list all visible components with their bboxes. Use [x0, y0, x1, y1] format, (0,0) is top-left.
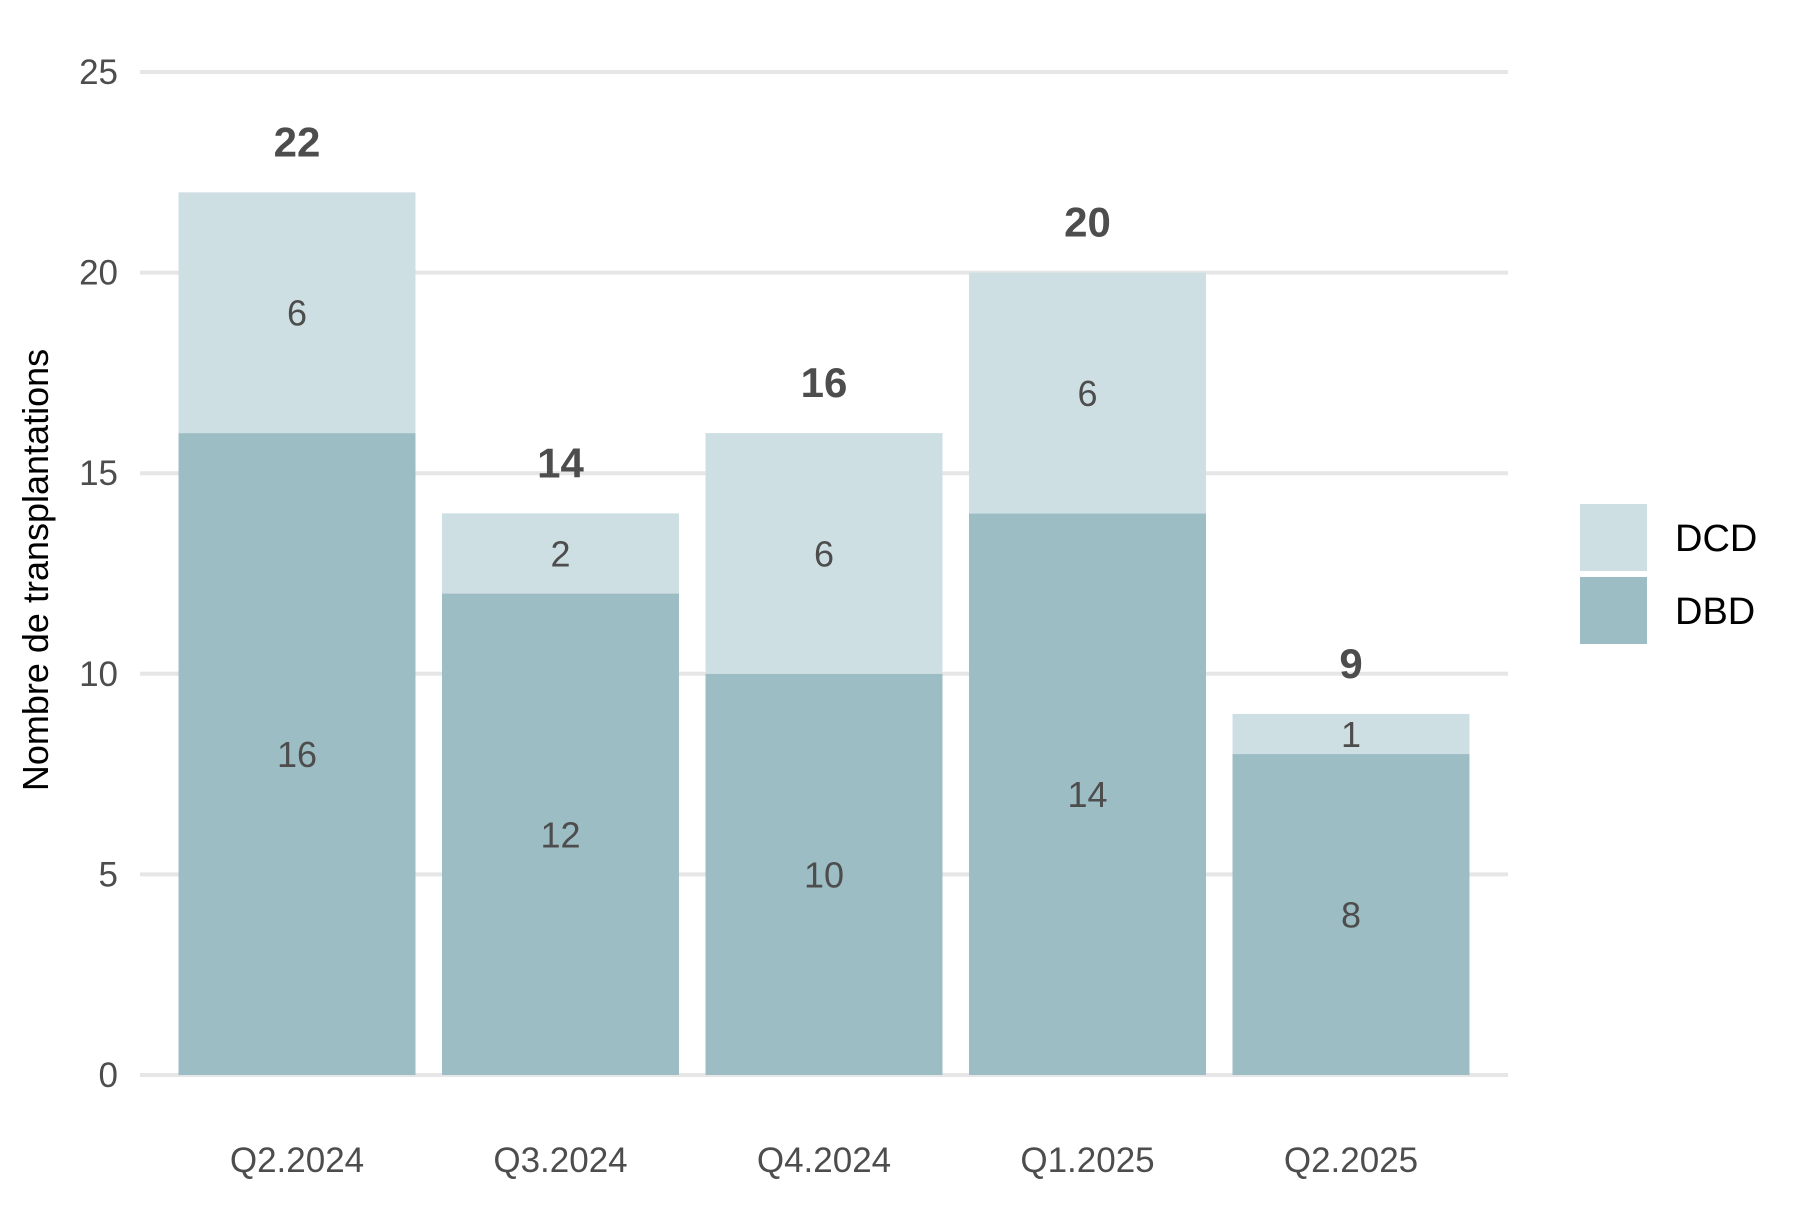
y-tick-label: 5 — [99, 855, 118, 894]
bar-dcd — [442, 513, 679, 594]
y-axis-title: Nombre de transplantations — [15, 349, 56, 791]
segment-label: 6 — [1077, 373, 1097, 414]
bar-dcd — [969, 272, 1206, 514]
legend-label-dbd: DBD — [1675, 591, 1755, 633]
bar-dbd — [969, 513, 1206, 1075]
total-label: 9 — [1339, 640, 1362, 687]
y-axis-ticks: 0 5 10 15 20 25 — [79, 53, 118, 1095]
x-axis-ticks: Q2.2024 Q3.2024 Q4.2024 Q1.2025 Q2.2025 — [230, 1141, 1418, 1180]
y-tick-label: 10 — [79, 655, 118, 694]
segment-label: 1 — [1341, 714, 1361, 755]
segment-label: 6 — [287, 293, 307, 334]
x-tick-label: Q1.2025 — [1020, 1141, 1154, 1180]
legend-swatch-dcd — [1580, 504, 1647, 571]
segment-labels: 16 6 12 2 10 6 14 6 8 1 — [277, 293, 1361, 936]
bar-dcd — [178, 192, 416, 434]
y-tick-label: 0 — [99, 1056, 118, 1095]
total-label: 14 — [537, 439, 584, 486]
total-label: 22 — [274, 118, 321, 165]
y-tick-label: 20 — [79, 254, 118, 293]
x-tick-label: Q2.2025 — [1284, 1141, 1418, 1180]
legend: DCD DBD — [1580, 504, 1757, 644]
segment-label: 2 — [550, 533, 570, 574]
total-label: 20 — [1064, 199, 1111, 246]
bar-dbd — [442, 593, 679, 1075]
total-label: 16 — [801, 359, 848, 406]
bars — [178, 192, 1470, 1076]
bar-dbd — [705, 673, 943, 1075]
segment-label: 16 — [277, 734, 317, 775]
x-tick-label: Q3.2024 — [493, 1141, 627, 1180]
segment-label: 8 — [1341, 895, 1361, 936]
bar-dcd — [705, 433, 943, 674]
segment-label: 14 — [1067, 774, 1107, 815]
legend-swatch-dbd — [1580, 577, 1647, 644]
segment-label: 12 — [540, 814, 580, 855]
y-tick-label: 15 — [79, 454, 118, 493]
segment-label: 10 — [804, 854, 844, 895]
y-tick-label: 25 — [79, 53, 118, 92]
legend-label-dcd: DCD — [1675, 518, 1757, 560]
total-labels: 22 14 16 20 9 — [274, 118, 1363, 687]
bar-dbd — [1232, 754, 1470, 1075]
bar-dbd — [178, 433, 416, 1076]
x-tick-label: Q4.2024 — [757, 1141, 891, 1180]
x-tick-label: Q2.2024 — [230, 1141, 364, 1180]
bar-dcd — [1232, 713, 1470, 755]
segment-label: 6 — [814, 533, 834, 574]
